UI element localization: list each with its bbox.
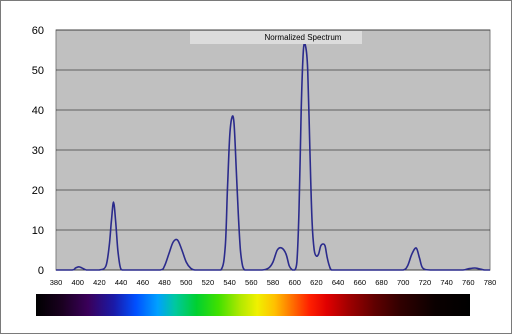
x-tick-label: 380 xyxy=(50,278,63,287)
chart-title-box xyxy=(190,31,362,44)
chart-title: Normalized Spectrum xyxy=(265,33,342,42)
x-tick-label: 440 xyxy=(115,278,128,287)
x-tick-label: 580 xyxy=(267,278,280,287)
x-tick-label: 620 xyxy=(310,278,323,287)
x-tick-label: 780 xyxy=(484,278,497,287)
x-tick-label: 540 xyxy=(223,278,236,287)
x-tick-label: 400 xyxy=(71,278,84,287)
y-tick-label: 60 xyxy=(32,25,44,37)
y-tick-label: 20 xyxy=(32,185,44,197)
x-tick-label: 480 xyxy=(158,278,171,287)
x-tick-label: 460 xyxy=(137,278,150,287)
x-tick-label: 720 xyxy=(419,278,432,287)
x-tick-label: 740 xyxy=(440,278,453,287)
x-tick-label: 500 xyxy=(180,278,193,287)
spectrum-color-bar xyxy=(36,294,470,316)
x-tick-label: 640 xyxy=(332,278,345,287)
y-tick-label: 50 xyxy=(32,65,44,77)
x-tick-label: 520 xyxy=(202,278,215,287)
spectrum-series-line-0 xyxy=(56,41,490,271)
x-tick-label: 560 xyxy=(245,278,258,287)
y-tick-label: 10 xyxy=(32,225,44,237)
x-tick-label: 700 xyxy=(397,278,410,287)
y-tick-label: 0 xyxy=(38,265,44,277)
x-tick-label: 420 xyxy=(93,278,106,287)
y-tick-label: 30 xyxy=(32,145,44,157)
x-tick-label: 660 xyxy=(354,278,367,287)
y-tick-label: 40 xyxy=(32,105,44,117)
x-tick-label: 680 xyxy=(375,278,388,287)
x-tick-label: 760 xyxy=(462,278,475,287)
x-tick-label: 600 xyxy=(288,278,301,287)
